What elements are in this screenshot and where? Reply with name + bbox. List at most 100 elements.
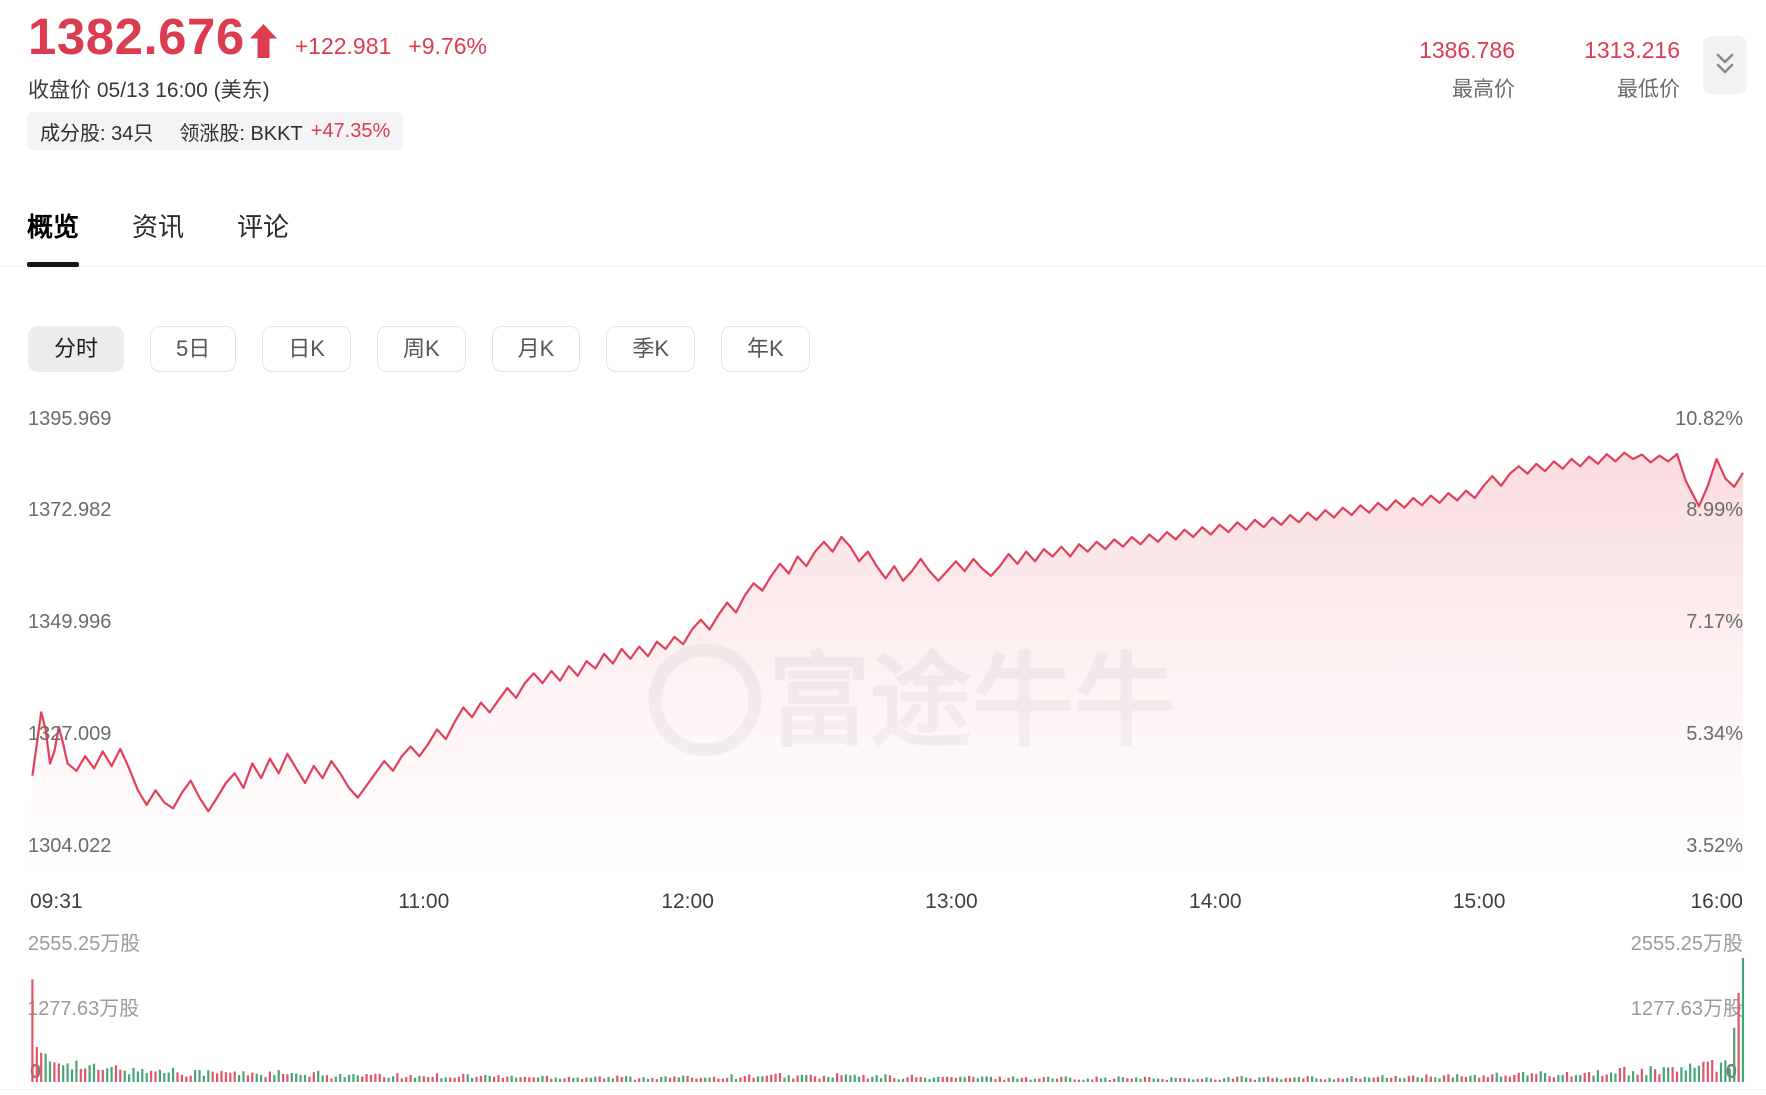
period-button-5[interactable]: 季K bbox=[606, 326, 696, 372]
volume-bar bbox=[1196, 1078, 1199, 1082]
period-button-1[interactable]: 5日 bbox=[150, 326, 237, 372]
volume-bar bbox=[941, 1076, 944, 1082]
volume-bar bbox=[932, 1077, 935, 1082]
volume-bar bbox=[836, 1073, 839, 1082]
period-button-0[interactable]: 分时 bbox=[28, 326, 125, 372]
volume-bar bbox=[1152, 1078, 1155, 1082]
volume-bar bbox=[251, 1072, 254, 1082]
period-button-2[interactable]: 日K bbox=[262, 326, 351, 372]
volume-bar bbox=[268, 1071, 271, 1082]
volume-bar bbox=[1610, 1072, 1613, 1082]
tab-overview[interactable]: 概览 bbox=[27, 212, 80, 267]
day-low-stat: 1313.216 最低价 bbox=[1584, 37, 1680, 103]
period-button-3[interactable]: 周K bbox=[376, 326, 466, 372]
collapse-header-button[interactable] bbox=[1703, 36, 1747, 94]
volume-bar bbox=[1143, 1076, 1146, 1082]
volume-bar bbox=[383, 1077, 386, 1082]
volume-bar bbox=[189, 1075, 192, 1082]
volume-bar bbox=[1376, 1076, 1380, 1082]
volume-bar bbox=[427, 1077, 430, 1082]
volume-bar bbox=[827, 1076, 830, 1082]
tab-bar: 概览 资讯 评论 bbox=[27, 212, 290, 267]
volume-bar bbox=[554, 1077, 557, 1082]
volume-bar bbox=[765, 1075, 768, 1082]
time-axis-label: 09:31 bbox=[30, 890, 83, 913]
day-low-value: 1313.216 bbox=[1584, 37, 1680, 63]
volume-bar bbox=[1442, 1075, 1446, 1082]
volume-bar bbox=[1341, 1078, 1344, 1082]
volume-bar bbox=[1293, 1077, 1296, 1082]
volume-bar bbox=[994, 1079, 997, 1082]
volume-bar bbox=[1315, 1078, 1318, 1082]
volume-bar bbox=[53, 1062, 56, 1082]
volume-bar bbox=[1535, 1074, 1538, 1082]
volume-bar bbox=[339, 1074, 342, 1082]
volume-max-label-left: 2555.25万股 bbox=[28, 933, 140, 955]
volume-bar bbox=[1170, 1077, 1173, 1082]
volume-bar bbox=[185, 1076, 188, 1082]
volume-bar bbox=[946, 1076, 949, 1082]
volume-bar bbox=[1082, 1079, 1085, 1082]
tab-news[interactable]: 资讯 bbox=[132, 212, 185, 242]
volume-bar bbox=[1482, 1075, 1485, 1082]
volume-bar bbox=[1570, 1076, 1573, 1082]
volume-bar bbox=[264, 1077, 267, 1082]
period-button-4[interactable]: 月K bbox=[491, 326, 581, 372]
volume-bar bbox=[730, 1074, 733, 1082]
volume-bar bbox=[1218, 1079, 1221, 1082]
volume-bar bbox=[106, 1068, 109, 1082]
volume-bar bbox=[677, 1077, 680, 1082]
volume-bar bbox=[611, 1078, 614, 1082]
volume-bar bbox=[1064, 1076, 1067, 1082]
volume-bar bbox=[277, 1070, 280, 1082]
day-high-stat: 1386.786 最高价 bbox=[1419, 37, 1515, 103]
volume-bar bbox=[471, 1078, 474, 1082]
volume-bar bbox=[295, 1073, 298, 1082]
volume-bar bbox=[172, 1067, 175, 1082]
volume-bar bbox=[1007, 1077, 1010, 1082]
volume-bar bbox=[1684, 1070, 1687, 1082]
volume-bar bbox=[1737, 992, 1740, 1082]
volume-bar bbox=[1438, 1078, 1441, 1082]
volume-bar bbox=[312, 1072, 315, 1082]
volume-bar bbox=[1205, 1077, 1208, 1082]
volume-bar bbox=[356, 1075, 359, 1082]
volume-bar bbox=[453, 1077, 456, 1082]
volume-bar bbox=[699, 1077, 702, 1082]
volume-bar bbox=[391, 1076, 395, 1082]
volume-bar bbox=[1588, 1072, 1591, 1082]
volume-bar bbox=[1566, 1072, 1569, 1082]
volume-bar bbox=[752, 1077, 755, 1082]
volume-bar bbox=[365, 1074, 368, 1082]
percent-axis-label: 7.17% bbox=[1686, 611, 1743, 633]
volume-bar bbox=[695, 1078, 698, 1082]
volume-bar bbox=[1324, 1079, 1327, 1082]
volume-bar bbox=[1020, 1077, 1023, 1082]
period-button-6[interactable]: 年K bbox=[721, 326, 810, 372]
volume-bar bbox=[774, 1073, 777, 1082]
volume-bar bbox=[910, 1074, 913, 1082]
volume-bar bbox=[1214, 1079, 1217, 1082]
volume-bar bbox=[330, 1078, 333, 1082]
volume-bar bbox=[523, 1076, 526, 1082]
volume-bar bbox=[1165, 1079, 1168, 1082]
volume-bar bbox=[1297, 1077, 1300, 1082]
volume-bar bbox=[321, 1075, 324, 1082]
volume-bar bbox=[840, 1075, 843, 1082]
volume-bar bbox=[493, 1076, 496, 1082]
volume-bar bbox=[1469, 1075, 1472, 1082]
volume-bar bbox=[510, 1075, 513, 1082]
price-area-fill bbox=[28, 452, 1743, 875]
constituents-badge[interactable]: 成分股: 34只 领涨股: BKKT +47.35% bbox=[27, 112, 404, 150]
volume-bar bbox=[559, 1078, 562, 1082]
volume-bar bbox=[739, 1077, 742, 1082]
volume-bar bbox=[1363, 1076, 1366, 1082]
volume-bar bbox=[1407, 1076, 1410, 1082]
volume-bar bbox=[893, 1078, 896, 1082]
volume-bar bbox=[682, 1075, 685, 1082]
volume-bar bbox=[1654, 1069, 1657, 1082]
volume-bar bbox=[743, 1076, 746, 1082]
tab-comments[interactable]: 评论 bbox=[237, 212, 290, 242]
volume-bar bbox=[1042, 1077, 1045, 1082]
